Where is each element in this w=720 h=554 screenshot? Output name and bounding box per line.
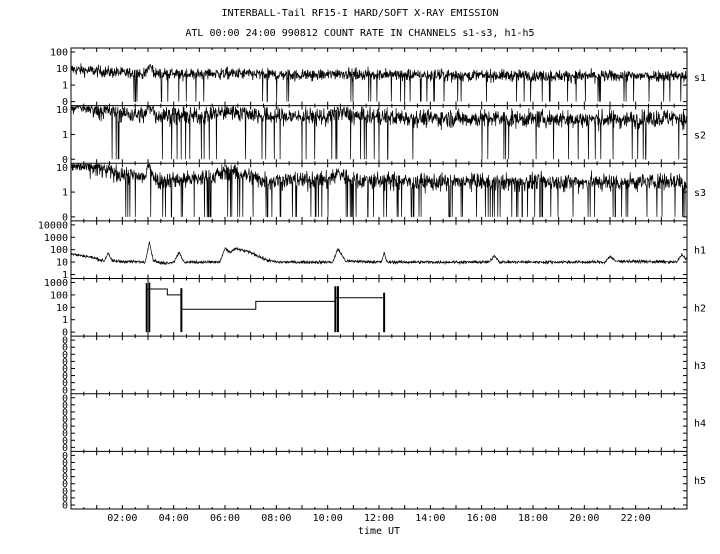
x-tick-label: 18:00 (518, 513, 548, 524)
panel-label-h5: h5 (694, 476, 706, 487)
y-tick-label: 1 (62, 270, 68, 281)
y-tick-label: 10000 (38, 220, 68, 231)
y-tick-label: 0 (62, 378, 68, 389)
y-tick-label: 0 (62, 357, 68, 368)
y-tick-label: 0 (62, 407, 68, 418)
x-tick-label: 20:00 (569, 513, 599, 524)
panel-label-h1: h1 (694, 246, 706, 257)
x-tick-label: 08:00 (261, 513, 291, 524)
y-tick-label: 0 (62, 212, 68, 223)
y-tick-label: 0 (62, 371, 68, 382)
y-tick-label: 0 (62, 429, 68, 440)
x-tick-label: 06:00 (210, 513, 240, 524)
x-tick-label: 22:00 (621, 513, 651, 524)
y-tick-label: 1 (62, 188, 68, 199)
y-tick-label: 0 (62, 458, 68, 469)
y-tick-label: 10 (56, 64, 68, 75)
y-tick-label: 0 (62, 443, 68, 454)
y-tick-label: 100 (50, 48, 68, 59)
y-tick-label: 0 (62, 415, 68, 426)
x-axis-label: time UT (358, 526, 400, 537)
series-line-s1 (70, 63, 688, 102)
y-tick-label: 0 (62, 486, 68, 497)
panel-label-s1: s1 (694, 73, 706, 84)
x-tick-label: 04:00 (159, 513, 189, 524)
y-tick-label: 0 (62, 328, 68, 339)
y-tick-label: 1 (62, 315, 68, 326)
x-tick-label: 14:00 (415, 513, 445, 524)
y-tick-label: 0 (62, 501, 68, 512)
y-tick-label: 1 (62, 130, 68, 141)
y-tick-label: 0 (62, 493, 68, 504)
x-tick-label: 12:00 (364, 513, 394, 524)
y-tick-label: 1000 (44, 233, 68, 244)
y-tick-label: 0 (62, 350, 68, 361)
y-tick-label: 0 (62, 155, 68, 166)
y-tick-label: 10 (56, 105, 68, 116)
y-tick-label: 0 (62, 472, 68, 483)
x-tick-label: 10:00 (313, 513, 343, 524)
y-tick-label: 0 (62, 479, 68, 490)
chart-title: INTERBALL-Tail RF15-I HARD/SOFT X-RAY EM… (221, 8, 499, 19)
y-tick-label: 10 (56, 163, 68, 174)
panel-label-h3: h3 (694, 361, 706, 372)
y-tick-label: 0 (62, 97, 68, 108)
panel-label-s3: s3 (694, 188, 706, 199)
y-tick-label: 0 (62, 336, 68, 347)
chart-subtitle: ATL 00:00 24:00 990812 COUNT RATE IN CHA… (185, 28, 535, 39)
series-line-h1 (70, 241, 688, 266)
y-tick-label: 1 (62, 81, 68, 92)
y-tick-label: 0 (62, 400, 68, 411)
y-tick-label: 0 (62, 436, 68, 447)
y-tick-label: 0 (62, 385, 68, 396)
panel-label-s2: s2 (694, 130, 706, 141)
y-tick-label: 10 (56, 303, 68, 314)
x-tick-label: 02:00 (107, 513, 137, 524)
series-line-s3 (70, 163, 688, 218)
panel-label-h4: h4 (694, 419, 706, 430)
y-tick-label: 100 (50, 290, 68, 301)
y-tick-label: 0 (62, 393, 68, 404)
y-tick-label: 0 (62, 364, 68, 375)
series-line-s2 (71, 105, 688, 160)
y-tick-label: 0 (62, 343, 68, 354)
y-tick-label: 0 (62, 422, 68, 433)
y-tick-label: 10 (56, 258, 68, 269)
y-tick-label: 0 (62, 465, 68, 476)
y-tick-label: 100 (50, 245, 68, 256)
y-tick-label: 0 (62, 451, 68, 462)
y-tick-label: 1000 (44, 278, 68, 289)
x-tick-label: 16:00 (467, 513, 497, 524)
panel-label-h2: h2 (694, 303, 706, 314)
